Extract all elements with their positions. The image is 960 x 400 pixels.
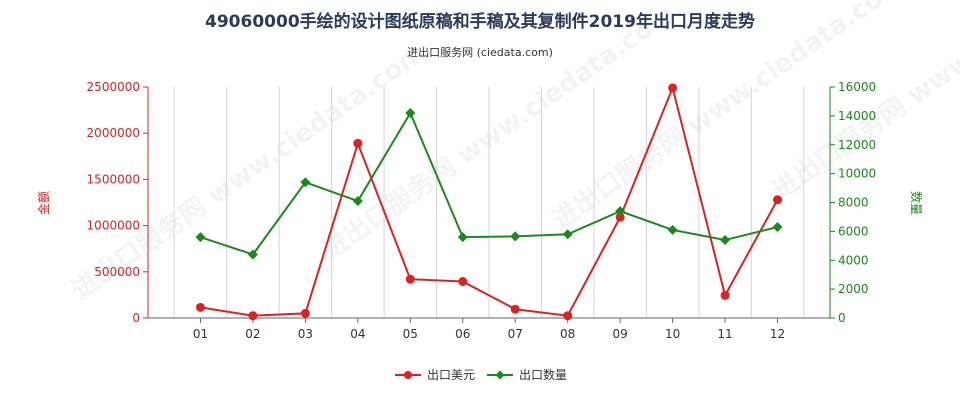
export-qty-point[interactable] <box>510 231 521 242</box>
y-right-tick-label: 8000 <box>838 196 869 210</box>
x-tick-label: 10 <box>665 327 680 341</box>
legend-export-qty-label[interactable]: 出口数量 <box>519 367 567 382</box>
export-qty-point[interactable] <box>667 224 678 235</box>
y-left-tick-label: 1000000 <box>87 219 140 233</box>
x-tick-label: 03 <box>298 327 313 341</box>
export-qty-point[interactable] <box>615 206 626 217</box>
x-tick-label: 09 <box>613 327 628 341</box>
export-qty-point[interactable] <box>720 235 731 246</box>
y-right-tick-label: 10000 <box>838 167 876 181</box>
x-tick-label: 11 <box>717 327 732 341</box>
x-tick-label: 01 <box>193 327 208 341</box>
chart-subtitle: 进出口服务网 (ciedata.com) <box>407 45 553 59</box>
y-right-tick-label: 16000 <box>838 80 876 94</box>
export-qty-point[interactable] <box>457 232 468 243</box>
y-axis-left-label: 金额 <box>36 191 51 215</box>
y-right-tick-label: 0 <box>838 311 846 325</box>
export-usd-line <box>200 84 779 317</box>
y-left-tick-label: 0 <box>132 311 140 325</box>
legend-export-usd-label[interactable]: 出口美元 <box>427 368 475 382</box>
chart-title: 49060000手绘的设计图纸原稿和手稿及其复制件2019年出口月度走势 <box>205 11 755 32</box>
export-usd-point[interactable] <box>195 302 205 312</box>
export-usd-point[interactable] <box>615 212 625 222</box>
y-right-tick-label: 14000 <box>838 109 876 123</box>
x-tick-label: 12 <box>770 327 785 341</box>
export-qty-point[interactable] <box>195 232 206 243</box>
series-layer <box>195 83 783 321</box>
y-right-tick-label: 4000 <box>838 253 869 267</box>
x-tick-label: 04 <box>350 327 365 341</box>
export-usd-point[interactable] <box>353 138 363 148</box>
x-tick-label: 02 <box>245 327 260 341</box>
export-qty-point[interactable] <box>247 249 258 260</box>
y-left-tick-label: 2000000 <box>87 126 140 140</box>
legend-export-qty-marker <box>495 370 505 380</box>
x-tick-label: 08 <box>560 327 575 341</box>
export-usd-point[interactable] <box>248 311 258 321</box>
y-right-tick-label: 6000 <box>838 224 869 238</box>
export-usd-point[interactable] <box>458 277 468 287</box>
x-tick-label: 05 <box>403 327 418 341</box>
export-usd-point[interactable] <box>668 83 678 93</box>
export-qty-point[interactable] <box>352 196 363 207</box>
x-tick-label: 07 <box>508 327 523 341</box>
legend-export-usd-marker <box>404 371 412 379</box>
y-left-tick-label: 1500000 <box>87 172 140 186</box>
grid-lines <box>173 87 805 318</box>
export-usd-point[interactable] <box>510 304 520 314</box>
export-qty-point[interactable] <box>405 107 416 118</box>
export-usd-point[interactable] <box>405 274 415 284</box>
y-left-tick-label: 2500000 <box>87 80 140 94</box>
y-right-tick-label: 2000 <box>838 282 869 296</box>
export-usd-point[interactable] <box>720 290 730 300</box>
y-axis-right-label: 数量 <box>909 191 924 215</box>
y-right-tick-label: 12000 <box>838 138 876 152</box>
tick-labels: 0 500000 1000000 1500000 2000000 2500000 0 2000… <box>87 80 877 341</box>
export-qty-line <box>200 110 778 256</box>
legend[interactable]: 出口美元 出口数量 <box>395 367 567 382</box>
export-qty-point[interactable] <box>772 222 783 233</box>
export-qty-point[interactable] <box>562 229 573 240</box>
y-left-tick-label: 500000 <box>94 265 140 279</box>
export-qty-point[interactable] <box>300 177 311 188</box>
x-tick-label: 06 <box>455 327 470 341</box>
export-usd-point[interactable] <box>300 308 310 318</box>
watermark-text: 进出口服务网 www.ciedata.com <box>317 0 681 266</box>
axes <box>143 86 835 323</box>
export-usd-point[interactable] <box>563 311 573 321</box>
export-usd-point[interactable] <box>773 195 783 205</box>
